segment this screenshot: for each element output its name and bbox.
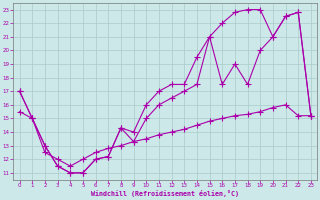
X-axis label: Windchill (Refroidissement éolien,°C): Windchill (Refroidissement éolien,°C) bbox=[91, 190, 239, 197]
